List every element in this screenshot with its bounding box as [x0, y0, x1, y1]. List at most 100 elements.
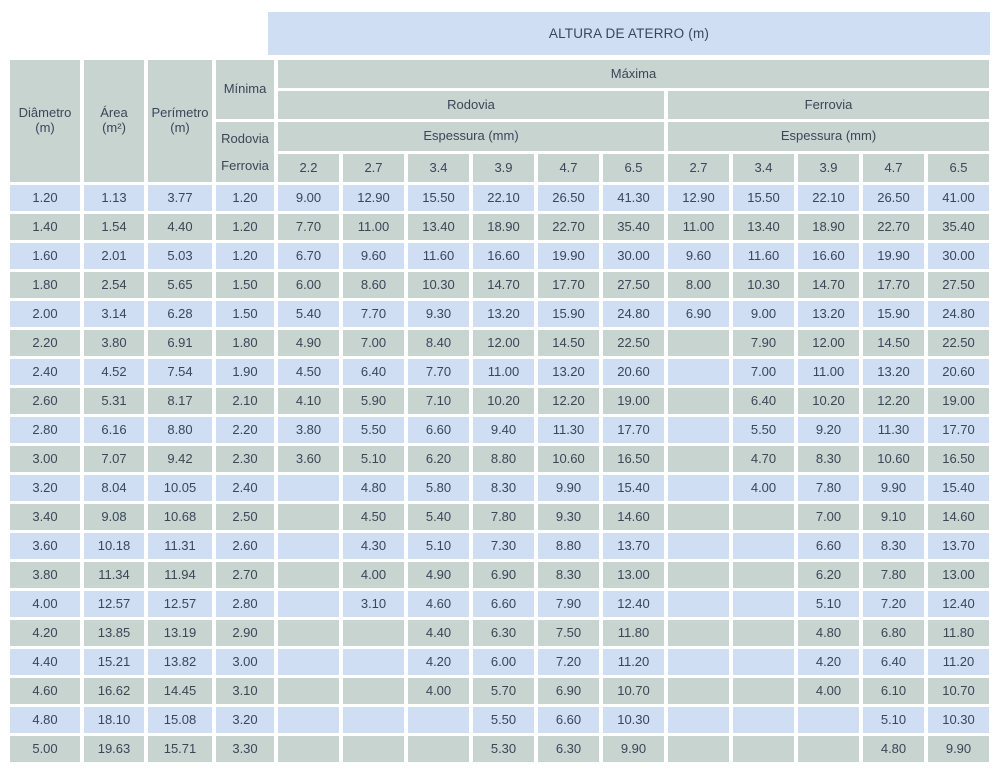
body-cell: 5.10 — [408, 533, 469, 559]
body-cell: 1.80 — [216, 330, 274, 356]
body-cell: 6.91 — [148, 330, 212, 356]
body-cell: 11.00 — [668, 214, 729, 240]
body-cell: 10.05 — [148, 475, 212, 501]
table-row: 5.00 19.63 15.71 3.30 5.30 6.30 9.90 4.80 9.90 — [10, 736, 989, 762]
body-cell: 4.10 — [278, 388, 339, 414]
body-cell: 2.70 — [216, 562, 274, 588]
body-cell: 3.00 — [216, 649, 274, 675]
col-header-minima: Mínima — [216, 60, 274, 119]
body-cell: 3.60 — [10, 533, 80, 559]
body-cell: 13.20 — [538, 359, 599, 385]
table-row: 4.80 18.10 15.08 3.20 5.50 6.60 10.30 5.10 10.30 — [10, 707, 989, 733]
body-cell: 41.00 — [928, 185, 989, 211]
body-cell: 18.90 — [473, 214, 534, 240]
body-cell: 11.00 — [473, 359, 534, 385]
thickness-header-cell: 3.4 — [408, 154, 469, 182]
body-cell: 41.30 — [603, 185, 664, 211]
body-cell: 1.90 — [216, 359, 274, 385]
body-cell: 9.90 — [863, 475, 924, 501]
table-title-banner: ALTURA DE ATERRO (m) — [268, 12, 990, 55]
body-cell: 9.40 — [473, 417, 534, 443]
body-cell: 4.70 — [733, 446, 794, 472]
body-cell: 1.20 — [216, 214, 274, 240]
body-cell: 3.77 — [148, 185, 212, 211]
body-cell: 7.10 — [408, 388, 469, 414]
body-cell — [798, 707, 859, 733]
body-cell: 3.20 — [10, 475, 80, 501]
body-cell: 13.40 — [733, 214, 794, 240]
table-row: 3.00 7.07 9.42 2.30 3.60 5.10 6.20 8.80 10.60 16.… — [10, 446, 989, 472]
body-cell: 14.45 — [148, 678, 212, 704]
body-cell: 10.60 — [538, 446, 599, 472]
body-cell: 3.20 — [216, 707, 274, 733]
body-cell: 10.30 — [928, 707, 989, 733]
body-cell: 6.90 — [538, 678, 599, 704]
body-cell: 12.40 — [603, 591, 664, 617]
body-cell: 7.70 — [408, 359, 469, 385]
body-cell: 15.40 — [928, 475, 989, 501]
body-cell — [668, 388, 729, 414]
body-cell: 26.50 — [863, 185, 924, 211]
body-cell: 9.90 — [603, 736, 664, 762]
thickness-header-cell: 2.2 — [278, 154, 339, 182]
body-cell: 2.20 — [216, 417, 274, 443]
body-cell: 6.40 — [863, 649, 924, 675]
body-cell: 27.50 — [603, 272, 664, 298]
fill-height-table: Diâmetro (m) Área (m²) Perímetro (m) Mín… — [6, 57, 993, 765]
body-cell: 2.30 — [216, 446, 274, 472]
body-cell: 5.10 — [798, 591, 859, 617]
body-cell: 8.30 — [473, 475, 534, 501]
body-cell: 18.10 — [84, 707, 144, 733]
body-cell: 4.00 — [408, 678, 469, 704]
header-row-maxima: Diâmetro (m) Área (m²) Perímetro (m) Mín… — [10, 60, 989, 182]
body-cell: 20.60 — [603, 359, 664, 385]
body-cell: 22.70 — [538, 214, 599, 240]
body-cell: 10.18 — [84, 533, 144, 559]
body-cell — [668, 591, 729, 617]
body-cell: 13.00 — [928, 562, 989, 588]
col-header-perimetro-unit: (m) — [170, 120, 190, 135]
body-cell: 4.20 — [408, 649, 469, 675]
body-cell: 4.50 — [278, 359, 339, 385]
body-cell — [278, 620, 339, 646]
body-cell: 9.30 — [538, 504, 599, 530]
body-cell: 2.20 — [10, 330, 80, 356]
body-cell: 7.30 — [473, 533, 534, 559]
espessura-header-ferrovia: Espessura (mm) — [668, 122, 989, 151]
body-cell: 4.20 — [10, 620, 80, 646]
body-cell: 9.00 — [278, 185, 339, 211]
body-cell: 22.10 — [473, 185, 534, 211]
table-row: 4.60 16.62 14.45 3.10 4.00 5.70 6.90 10.70 4.00 6… — [10, 678, 989, 704]
body-cell: 12.57 — [84, 591, 144, 617]
body-cell: 7.00 — [733, 359, 794, 385]
body-cell — [668, 475, 729, 501]
body-cell: 13.82 — [148, 649, 212, 675]
body-cell: 22.50 — [603, 330, 664, 356]
body-cell: 12.20 — [863, 388, 924, 414]
body-cell: 6.90 — [473, 562, 534, 588]
body-cell: 4.50 — [343, 504, 404, 530]
body-cell: 12.57 — [148, 591, 212, 617]
body-cell: 7.90 — [538, 591, 599, 617]
body-cell — [278, 475, 339, 501]
body-cell: 6.60 — [538, 707, 599, 733]
body-cell: 7.70 — [278, 214, 339, 240]
body-cell: 2.10 — [216, 388, 274, 414]
body-cell: 13.40 — [408, 214, 469, 240]
body-cell — [733, 707, 794, 733]
table-body: 1.20 1.13 3.77 1.20 9.00 12.90 15.50 22.10 26.50… — [10, 185, 989, 762]
body-cell: 14.70 — [798, 272, 859, 298]
body-cell: 14.50 — [538, 330, 599, 356]
body-cell: 2.00 — [10, 301, 80, 327]
body-cell: 11.00 — [343, 214, 404, 240]
body-cell: 8.00 — [668, 272, 729, 298]
body-cell: 6.30 — [473, 620, 534, 646]
body-cell: 16.60 — [473, 243, 534, 269]
header-row-groups: Rodovia Ferrovia — [10, 91, 989, 119]
body-cell: 13.20 — [798, 301, 859, 327]
body-cell: 7.90 — [733, 330, 794, 356]
body-cell: 4.80 — [863, 736, 924, 762]
body-cell — [343, 736, 404, 762]
col-header-diametro-label: Diâmetro — [18, 105, 72, 121]
body-cell — [668, 736, 729, 762]
